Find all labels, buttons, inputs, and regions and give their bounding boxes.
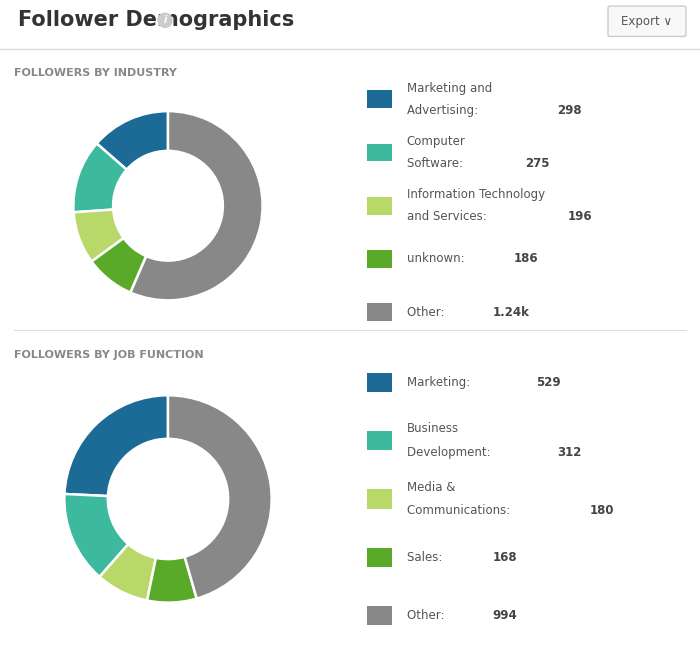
- Text: FOLLOWERS BY INDUSTRY: FOLLOWERS BY INDUSTRY: [14, 68, 177, 78]
- Text: Software:: Software:: [407, 157, 466, 170]
- Text: 180: 180: [589, 504, 614, 517]
- FancyBboxPatch shape: [368, 548, 392, 567]
- FancyBboxPatch shape: [368, 144, 392, 161]
- Text: Media &: Media &: [407, 481, 455, 494]
- Text: unknown:: unknown:: [407, 253, 468, 266]
- Wedge shape: [64, 494, 128, 577]
- Text: Marketing:: Marketing:: [407, 376, 474, 389]
- FancyBboxPatch shape: [368, 606, 392, 625]
- Text: 298: 298: [557, 104, 582, 117]
- Wedge shape: [64, 395, 168, 496]
- FancyBboxPatch shape: [368, 431, 392, 450]
- Text: Sales:: Sales:: [407, 551, 446, 564]
- Wedge shape: [130, 111, 262, 300]
- Text: Business: Business: [407, 422, 459, 435]
- Text: 312: 312: [557, 446, 582, 459]
- Text: Information Technology: Information Technology: [407, 188, 545, 201]
- Text: 1.24k: 1.24k: [493, 306, 530, 319]
- Text: FOLLOWERS BY JOB FUNCTION: FOLLOWERS BY JOB FUNCTION: [14, 350, 204, 360]
- Circle shape: [158, 13, 172, 27]
- Text: 186: 186: [514, 253, 539, 266]
- FancyBboxPatch shape: [608, 6, 686, 36]
- Wedge shape: [74, 209, 124, 262]
- Text: 529: 529: [536, 376, 560, 389]
- Wedge shape: [99, 544, 156, 601]
- Text: Follower Demographics: Follower Demographics: [18, 10, 294, 30]
- Text: 994: 994: [493, 609, 517, 622]
- Text: Marketing and: Marketing and: [407, 82, 492, 95]
- Wedge shape: [92, 238, 146, 293]
- FancyBboxPatch shape: [368, 91, 392, 108]
- Text: Other:: Other:: [407, 306, 448, 319]
- Text: Export ∨: Export ∨: [622, 15, 673, 28]
- FancyBboxPatch shape: [368, 303, 392, 321]
- Text: 168: 168: [493, 551, 517, 564]
- FancyBboxPatch shape: [368, 197, 392, 214]
- Text: i: i: [163, 16, 167, 25]
- Wedge shape: [147, 557, 197, 603]
- FancyBboxPatch shape: [368, 373, 392, 392]
- Wedge shape: [97, 111, 168, 170]
- Text: 275: 275: [525, 157, 550, 170]
- FancyBboxPatch shape: [368, 489, 392, 509]
- Text: Advertising:: Advertising:: [407, 104, 482, 117]
- Wedge shape: [74, 143, 127, 213]
- Text: Communications:: Communications:: [407, 504, 514, 517]
- Text: Development:: Development:: [407, 446, 494, 459]
- Text: and Services:: and Services:: [407, 211, 490, 224]
- Text: Other:: Other:: [407, 609, 448, 622]
- Wedge shape: [168, 395, 272, 599]
- Text: Computer: Computer: [407, 135, 466, 148]
- Text: 196: 196: [568, 211, 592, 224]
- FancyBboxPatch shape: [368, 250, 392, 268]
